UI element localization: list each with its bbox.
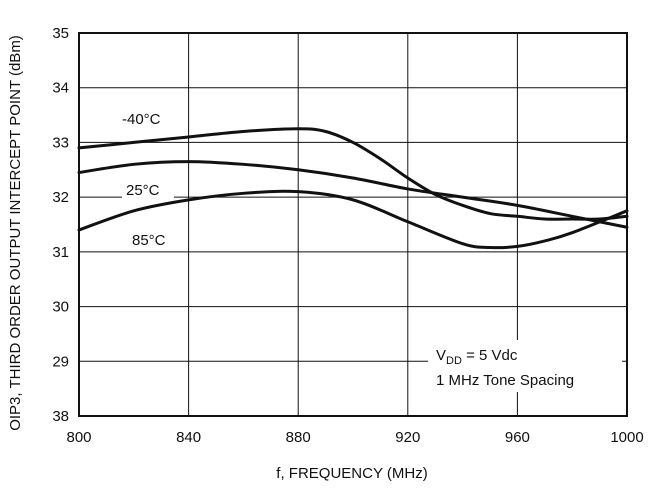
series-label-85: 85°C <box>132 232 166 249</box>
y-tick-label: 33 <box>52 134 69 151</box>
x-tick-label: 960 <box>505 429 530 446</box>
series-line-minus40 <box>77 127 629 221</box>
x-tick-labels: 800 840 880 920 960 1000 <box>66 429 643 446</box>
y-tick-label: 30 <box>52 299 69 316</box>
plot-frame <box>78 32 628 417</box>
y-tick-label: 38 <box>52 408 69 425</box>
condition-annotation: VDD = 5 Vdc 1 MHz Tone Spacing <box>428 340 622 392</box>
x-tick-label: 1000 <box>610 429 643 446</box>
x-tick-label: 800 <box>66 429 91 446</box>
series-line-25 <box>77 160 629 229</box>
label-bg-minus40 <box>118 108 176 128</box>
label-bg-25 <box>122 180 174 200</box>
label-bg-85 <box>128 230 180 250</box>
y-tick-label: 32 <box>52 189 69 206</box>
y-tick-label: 35 <box>52 25 69 42</box>
x-tick-label: 840 <box>176 429 201 446</box>
x-tick-label: 880 <box>286 429 311 446</box>
y-tick-label: 34 <box>52 80 69 97</box>
annotation-vdd: VDD = 5 Vdc <box>436 347 518 367</box>
x-axis-label: f, FREQUENCY (MHz) <box>276 465 427 482</box>
series-line-85 <box>77 189 629 250</box>
x-tick-label: 920 <box>395 429 420 446</box>
series-label-minus40: -40°C <box>122 111 161 128</box>
y-axis-label: OIP3, THIRD ORDER OUTPUT INTERCEPT POINT… <box>7 35 24 431</box>
series-labels: -40°C 25°C 85°C <box>118 108 180 250</box>
y-tick-labels: 38 29 30 31 32 33 34 35 <box>52 25 69 425</box>
series-group <box>77 127 629 250</box>
annotation-bg <box>428 340 622 392</box>
y-tick-label: 31 <box>52 244 69 261</box>
series-label-25: 25°C <box>126 182 160 199</box>
annotation-tone-spacing: 1 MHz Tone Spacing <box>436 372 574 389</box>
y-tick-label: 29 <box>52 353 69 370</box>
